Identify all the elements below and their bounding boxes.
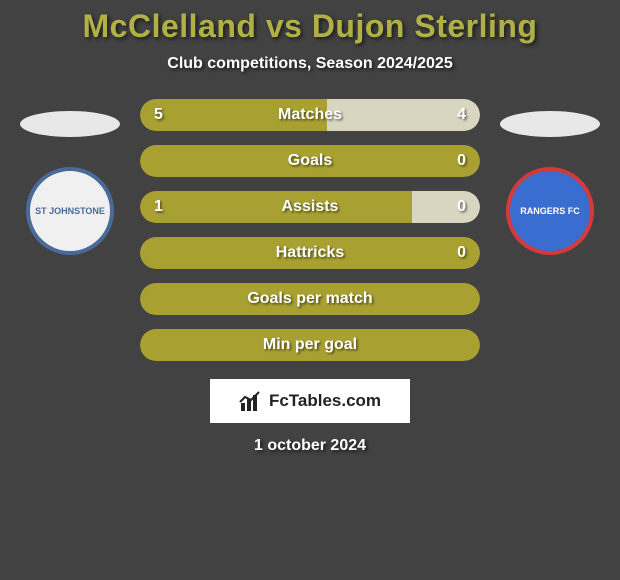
stat-value-left: 5: [154, 99, 163, 131]
stat-label: Min per goal: [140, 329, 480, 361]
main-row: ST JOHNSTONE Matches54Goals0Assists10Hat…: [0, 99, 620, 361]
branding-text: FcTables.com: [269, 391, 381, 411]
branding-badge: FcTables.com: [210, 379, 410, 423]
right-team-crest: RANGERS FC: [506, 167, 594, 255]
right-player-column: RANGERS FC: [500, 99, 600, 255]
stat-value-left: 1: [154, 191, 163, 223]
stat-bar: Min per goal: [140, 329, 480, 361]
stat-label: Goals per match: [140, 283, 480, 315]
stat-label: Goals: [140, 145, 480, 177]
stat-value-right: 0: [457, 191, 466, 223]
right-crest-label: RANGERS FC: [520, 206, 580, 216]
date-text: 1 october 2024: [0, 437, 620, 455]
left-crest-label: ST JOHNSTONE: [35, 206, 105, 216]
stat-bar: Matches5 4: [140, 99, 480, 131]
stat-value-right: 0: [457, 237, 466, 269]
left-player-ellipse: [20, 111, 120, 137]
stat-bars: Matches54Goals0Assists10Hattricks0Goals …: [140, 99, 480, 361]
stat-bar: Hattricks0: [140, 237, 480, 269]
comparison-card: McClelland vs Dujon Sterling Club compet…: [0, 0, 620, 455]
brand-chart-icon: [239, 389, 263, 413]
page-title: McClelland vs Dujon Sterling: [0, 8, 620, 45]
stat-label: Hattricks: [140, 237, 480, 269]
right-player-ellipse: [500, 111, 600, 137]
stat-label: Matches: [140, 99, 480, 131]
stat-value-right: 4: [457, 99, 466, 131]
left-player-column: ST JOHNSTONE: [20, 99, 120, 255]
stat-value-right: 0: [457, 145, 466, 177]
stat-bar: Goals0: [140, 145, 480, 177]
stat-label: Assists: [140, 191, 480, 223]
stat-bar: Assists1 0: [140, 191, 480, 223]
subtitle: Club competitions, Season 2024/2025: [0, 55, 620, 73]
stat-bar: Goals per match: [140, 283, 480, 315]
left-team-crest: ST JOHNSTONE: [26, 167, 114, 255]
